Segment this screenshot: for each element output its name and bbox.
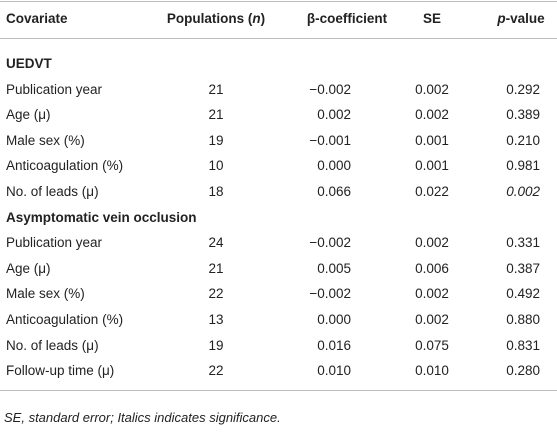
row-label: Follow-up time (μ) — [6, 363, 115, 379]
rule — [0, 38, 557, 39]
cell-value: 13 — [208, 312, 224, 327]
cell-value: −0.002 — [309, 286, 351, 302]
cell-text: 0.002 — [506, 184, 540, 199]
row-label: Age (μ) — [6, 107, 51, 123]
group-title: Asymptomatic vein occlusion — [6, 209, 197, 225]
text-segment: -value — [505, 11, 545, 26]
text-segment: p — [497, 11, 506, 26]
text-segment: n — [252, 11, 261, 26]
cell-value: 0.002 — [415, 81, 449, 97]
cell-value: 0.981 — [506, 158, 540, 174]
text-segment: ) — [260, 11, 266, 26]
cell-value: 21 — [208, 107, 224, 123]
cell-value: 0.005 — [317, 260, 351, 276]
row-label: Publication year — [6, 235, 103, 251]
cell-value: 22 — [208, 363, 224, 379]
cell-value: 19 — [208, 337, 224, 353]
cell-value: 0.331 — [506, 235, 540, 251]
cell-value: 21 — [208, 260, 224, 276]
row-label: Male sex (%) — [6, 286, 85, 302]
cell-value: 0.001 — [415, 132, 449, 148]
cell-value: 0.292 — [506, 81, 540, 97]
cell-value: 21 — [208, 81, 224, 97]
cell-value: 24 — [208, 235, 224, 251]
cell-value: 0.000 — [317, 158, 351, 174]
cell-value: 0.002 — [415, 286, 449, 302]
cell-value: −0.002 — [309, 235, 351, 251]
cell-value: 0.075 — [415, 337, 449, 353]
cell-value: 0.002 — [317, 107, 351, 123]
cell-value: 0.002 — [415, 235, 449, 251]
header-cell: p-value — [497, 11, 544, 27]
row-label: Anticoagulation (%) — [6, 312, 124, 327]
row-label: No. of leads (μ) — [6, 337, 99, 353]
cell-value: −0.002 — [309, 81, 351, 97]
cell-value: 0.492 — [506, 286, 540, 302]
footnote: SE, standard error; Italics indicates si… — [4, 410, 281, 425]
cell-value: 0.389 — [506, 107, 540, 123]
cell-value: 0.002 — [415, 107, 449, 123]
cell-value: 10 — [208, 158, 224, 174]
cell-value: −0.001 — [309, 132, 351, 148]
header-cell: Populations (n) — [167, 11, 265, 27]
text-segment: Populations ( — [166, 11, 253, 26]
cell-value: 0.022 — [415, 184, 449, 199]
header-cell: β-coefficient — [306, 11, 388, 26]
header-cell: SE — [422, 11, 442, 26]
cell-value: 0.006 — [415, 260, 449, 276]
cell-value: 0.016 — [317, 337, 351, 353]
cell-value: 22 — [208, 286, 224, 302]
cell-value: 0.066 — [317, 184, 351, 199]
cell-value: 18 — [208, 184, 224, 199]
cell-value: 19 — [208, 132, 224, 148]
row-label: Anticoagulation (%) — [6, 158, 124, 174]
rule — [0, 390, 557, 391]
cell-value: 0.210 — [506, 132, 540, 148]
row-label: Publication year — [6, 81, 103, 97]
cell-value: 0.002 — [506, 184, 540, 200]
cell-value: 0.002 — [415, 312, 449, 327]
header-cell: Covariate — [6, 11, 68, 26]
cell-value: 0.880 — [506, 312, 540, 327]
cell-value: 0.000 — [317, 312, 351, 327]
rule — [0, 1, 557, 2]
row-label: Male sex (%) — [6, 132, 85, 148]
cell-value: 0.387 — [506, 260, 540, 276]
cell-value: 0.010 — [415, 363, 449, 379]
cell-value: 0.010 — [317, 363, 351, 379]
cell-value: 0.280 — [506, 363, 540, 379]
group-title: UEDVT — [6, 56, 52, 71]
cell-value: 0.831 — [506, 337, 540, 353]
row-label: No. of leads (μ) — [6, 184, 99, 199]
cell-value: 0.001 — [415, 158, 449, 174]
row-label: Age (μ) — [6, 260, 51, 276]
